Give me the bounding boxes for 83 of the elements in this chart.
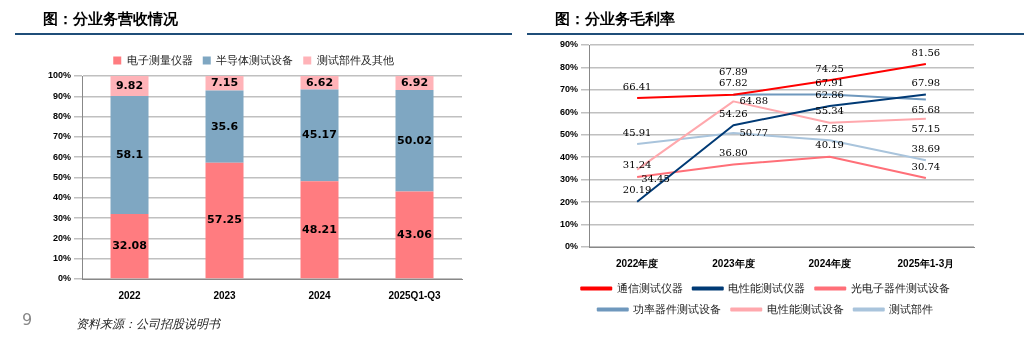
y-tick-label: 70% xyxy=(53,131,72,142)
x-tick-label: 2022 xyxy=(118,289,142,301)
data-label: 57.15 xyxy=(911,123,941,135)
bar xyxy=(205,90,244,163)
y-tick-label: 50% xyxy=(53,171,72,182)
y-tick-label: 40% xyxy=(560,151,579,162)
data-label: 7.15 xyxy=(210,76,239,90)
data-label: 67.82 xyxy=(719,77,748,89)
bar xyxy=(300,181,339,279)
y-tick-label: 10% xyxy=(560,219,579,230)
data-label: 47.58 xyxy=(815,122,844,134)
x-tick-label: 2022年度 xyxy=(616,257,659,269)
y-tick-label: 30% xyxy=(560,174,579,185)
data-label: 36.80 xyxy=(719,147,748,158)
y-tick-label: 60% xyxy=(560,106,579,117)
x-tick-label: 2025Q1-Q3 xyxy=(388,289,442,301)
data-label: 74.25 xyxy=(815,62,844,74)
data-label: 62.86 xyxy=(815,88,844,100)
y-tick-label: 0% xyxy=(58,273,72,284)
legend-label: 光电子器件测试设备 xyxy=(850,281,950,294)
y-tick-label: 60% xyxy=(53,151,72,162)
legend-label: 通信测试仪器 xyxy=(616,281,683,294)
data-label: 6.92 xyxy=(400,75,429,89)
y-tick-label: 10% xyxy=(53,253,72,264)
bar xyxy=(395,191,434,279)
chart-title: 图：分业务毛利率 xyxy=(527,0,1024,35)
data-label: 65.68 xyxy=(911,104,941,116)
bar xyxy=(300,89,339,182)
y-tick-label: 80% xyxy=(53,111,72,122)
y-tick-label: 90% xyxy=(53,90,72,101)
data-label: 48.21 xyxy=(302,222,337,236)
data-label: 50.02 xyxy=(397,133,432,147)
data-label: 67.98 xyxy=(911,77,941,89)
text: 9 xyxy=(22,310,33,329)
data-label: 6.62 xyxy=(305,75,334,89)
y-tick-label: 40% xyxy=(53,192,72,203)
y-tick-label: 20% xyxy=(560,196,579,207)
data-label: 45.91 xyxy=(622,126,652,138)
legend-label: 电性能测试仪器 xyxy=(728,281,806,294)
y-tick-label: 100% xyxy=(47,70,72,81)
legend-label: 功率器件测试设备 xyxy=(633,302,722,315)
y-tick-label: 70% xyxy=(560,84,579,95)
data-label: 35.6 xyxy=(210,119,239,133)
data-label: 9.82 xyxy=(115,78,144,92)
data-label: 43.06 xyxy=(397,227,433,241)
x-tick-label: 2024 xyxy=(308,289,332,301)
data-label: 66.41 xyxy=(622,80,652,92)
chart-title: 图：分业务营收情况 xyxy=(15,0,512,35)
x-tick-label: 2025年1-3月 xyxy=(897,257,955,269)
y-tick-label: 30% xyxy=(53,212,72,223)
data-label: 67.89 xyxy=(719,66,748,78)
data-label: 64.88 xyxy=(739,94,769,106)
text: 资料来源：公司招股说明书 xyxy=(76,316,220,333)
data-label: 31.24 xyxy=(622,159,652,171)
legend-label: 电性能测试设备 xyxy=(766,302,844,315)
bar xyxy=(110,213,149,279)
bar xyxy=(205,162,244,279)
y-tick-label: 80% xyxy=(560,61,579,72)
bar xyxy=(395,90,434,192)
data-label: 54.26 xyxy=(719,107,748,119)
data-label: 55.34 xyxy=(815,105,844,117)
data-label: 38.69 xyxy=(911,142,941,154)
data-label: 40.19 xyxy=(815,139,844,151)
data-label: 30.74 xyxy=(911,160,941,172)
data-label: 58.1 xyxy=(115,147,144,161)
legend-label: 测试部件 xyxy=(889,302,934,315)
legend-label: 测试部件及其他 xyxy=(316,53,394,66)
x-tick-label: 2023年度 xyxy=(712,257,755,269)
legend-label: 半导体测试设备 xyxy=(216,53,294,66)
data-label: 32.08 xyxy=(112,238,147,252)
x-tick-label: 2023 xyxy=(213,289,237,301)
y-tick-label: 20% xyxy=(53,232,72,243)
x-tick-label: 2024年度 xyxy=(808,257,851,269)
data-label: 20.19 xyxy=(622,184,652,196)
legend-label: 电子测量仪器 xyxy=(126,53,193,66)
bar xyxy=(110,95,149,214)
data-label: 57.25 xyxy=(207,213,242,227)
y-tick-label: 0% xyxy=(565,241,579,252)
y-tick-label: 90% xyxy=(560,39,579,50)
data-label: 50.77 xyxy=(739,126,769,138)
data-label: 45.17 xyxy=(302,128,337,142)
data-label: 81.56 xyxy=(911,46,941,58)
y-tick-label: 50% xyxy=(560,129,579,140)
